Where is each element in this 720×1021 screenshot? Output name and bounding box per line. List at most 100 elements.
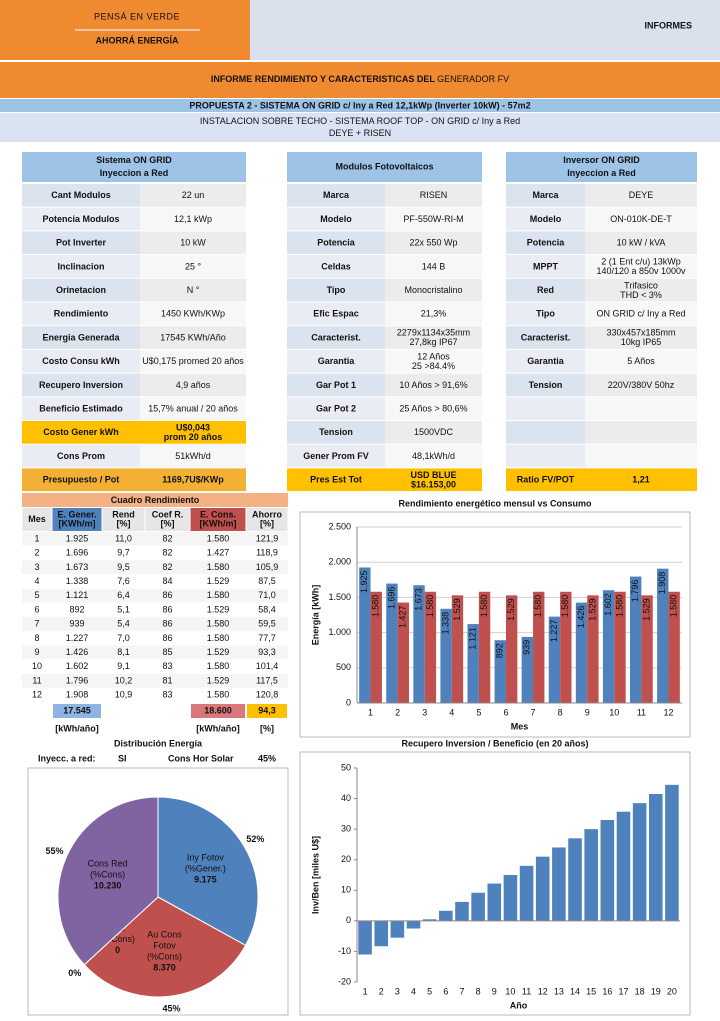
table-row bbox=[22, 617, 288, 631]
table-cell: 5,4 bbox=[117, 619, 130, 629]
panel-value: 1500VDC bbox=[414, 427, 454, 437]
table-row bbox=[22, 645, 288, 660]
panel-value-cell bbox=[140, 255, 246, 278]
bar bbox=[406, 920, 421, 929]
bar bbox=[467, 624, 479, 703]
table-row bbox=[22, 588, 288, 603]
x-tick-label: 2 bbox=[379, 986, 384, 996]
panel-value: 25 >84.4% bbox=[412, 361, 455, 371]
panel-value: Monocristalino bbox=[404, 285, 462, 295]
table-total: 17.545 bbox=[63, 705, 91, 715]
bar bbox=[641, 595, 653, 703]
bar bbox=[471, 892, 485, 921]
distribution-cons-label: Cons Hor Solar bbox=[168, 753, 234, 763]
bar bbox=[600, 819, 615, 921]
title-band bbox=[0, 62, 720, 98]
panel-value-cell bbox=[585, 278, 697, 302]
panel-label-cell bbox=[22, 468, 140, 492]
panel-title: Inyeccion a Red bbox=[100, 168, 169, 178]
panel-label-cell bbox=[287, 231, 385, 255]
table-unit: [%] bbox=[260, 723, 274, 733]
table-cell: 71,0 bbox=[258, 590, 276, 600]
panel-label: Gener Prom FV bbox=[303, 451, 369, 461]
pie-slice-label: (%Cons) bbox=[147, 951, 182, 961]
table-row bbox=[22, 532, 288, 546]
table-cell: 83 bbox=[162, 690, 172, 700]
panel-label-cell bbox=[506, 207, 585, 231]
panel-label-cell bbox=[22, 278, 140, 302]
bar bbox=[584, 829, 598, 921]
table-cell: 5,1 bbox=[117, 604, 130, 614]
panel-label: Marca bbox=[323, 190, 350, 200]
distribution-inj-label: Inyecc. a red: bbox=[38, 753, 96, 763]
panel-label-cell bbox=[287, 326, 385, 349]
table-cell: 1.529 bbox=[207, 675, 230, 685]
table-cell: 1.673 bbox=[66, 562, 89, 572]
panel-label: Gar Pot 1 bbox=[316, 380, 356, 390]
x-tick-label: 9 bbox=[492, 986, 497, 996]
panel-label-cell bbox=[287, 349, 385, 373]
table-header-cell bbox=[190, 508, 246, 531]
pie-slice bbox=[83, 896, 247, 998]
chart-title: Rendimiento energético mensul vs Consumo bbox=[398, 498, 592, 508]
table-cell: 82 bbox=[162, 562, 172, 572]
panel-value: Trifasico bbox=[624, 280, 658, 290]
panel-label: Potencia bbox=[527, 238, 566, 248]
panel-label: Caracterist. bbox=[521, 332, 571, 342]
bar bbox=[616, 811, 631, 921]
panel-value: USD BLUE bbox=[410, 470, 456, 480]
bar bbox=[390, 920, 405, 938]
table-header-cell bbox=[246, 508, 288, 531]
bar bbox=[614, 591, 626, 703]
x-tick-label: 6 bbox=[503, 707, 508, 717]
table-header: Rend bbox=[112, 509, 135, 519]
panel-label: Garantia bbox=[318, 356, 356, 366]
chart-ylabel: Inv/Ben [miles U$] bbox=[310, 836, 320, 914]
pie-outer-label: 55% bbox=[46, 846, 64, 856]
table-cell: 58,4 bbox=[258, 604, 276, 614]
table-cell: 82 bbox=[162, 533, 172, 543]
panel-label-cell bbox=[287, 207, 385, 231]
panel-value-cell bbox=[585, 444, 697, 468]
table-cell: 1 bbox=[34, 533, 39, 543]
panel-value: 1450 KWh/KWp bbox=[161, 309, 225, 319]
bar bbox=[397, 602, 409, 703]
bar bbox=[386, 583, 398, 703]
table-header: E. Cons. bbox=[200, 509, 236, 519]
panel-label: Presupuesto / Pot bbox=[43, 475, 120, 485]
y-tick-label: -20 bbox=[338, 976, 351, 986]
table-cell: 1.227 bbox=[66, 633, 89, 643]
panel-value: U$0,043 bbox=[176, 422, 210, 432]
panel-label-cell bbox=[506, 278, 585, 302]
panel-label: Red bbox=[537, 285, 554, 295]
panel-label: Garantia bbox=[527, 356, 565, 366]
panel-value: 21,3% bbox=[421, 309, 447, 319]
panel-value-cell bbox=[585, 255, 697, 278]
table-header: [KWh/m] bbox=[200, 518, 237, 528]
panel-label: Caracterist. bbox=[311, 332, 361, 342]
panel-label: Celdas bbox=[321, 261, 351, 271]
panel-value: 220V/380V 50hz bbox=[608, 380, 675, 390]
panel-value: 25 ° bbox=[185, 261, 202, 271]
bar-value-label: 1.580 bbox=[560, 595, 570, 618]
bar bbox=[370, 591, 382, 703]
bar-value-label: 1.529 bbox=[587, 598, 597, 621]
panel-value: 25 Años > 80,6% bbox=[399, 404, 467, 414]
pie-slice-label: Au Cons bbox=[147, 929, 182, 939]
panel-label: Modelo bbox=[530, 214, 562, 224]
table-header: Ahorro bbox=[252, 509, 282, 519]
bar bbox=[422, 919, 437, 921]
x-tick-label: 5 bbox=[427, 986, 432, 996]
pie-slice-label: Fotov bbox=[153, 940, 176, 950]
panel-title: Inversor ON GRID bbox=[563, 155, 640, 165]
table-cell: 12 bbox=[32, 690, 42, 700]
install-band bbox=[0, 113, 720, 142]
table-row bbox=[22, 574, 288, 589]
panel-label-cell bbox=[287, 397, 385, 420]
x-tick-label: 5 bbox=[476, 707, 481, 717]
panel-value-cell bbox=[385, 207, 482, 231]
panel-label: Orinetacion bbox=[56, 285, 106, 295]
table-cell: 81 bbox=[162, 675, 172, 685]
bar bbox=[552, 847, 566, 921]
panel-label: Ratio FV/POT bbox=[517, 475, 575, 485]
